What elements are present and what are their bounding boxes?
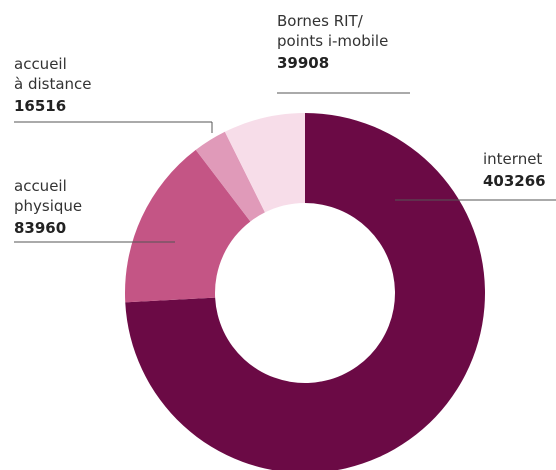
slice-label: accueil — [14, 55, 67, 73]
value-label: 39908 — [277, 54, 329, 72]
slice-label: Bornes RIT/ — [277, 12, 364, 30]
slice-label: points i-mobile — [277, 32, 388, 50]
slice-label: physique — [14, 197, 82, 215]
slice-label: accueil — [14, 177, 67, 195]
slice-label: internet — [483, 150, 542, 168]
value-label: 16516 — [14, 97, 66, 115]
value-label: 83960 — [14, 219, 66, 237]
value-label: 403266 — [483, 172, 546, 190]
donut-slice — [224, 113, 305, 213]
donut-slice — [125, 113, 485, 470]
slice-label: à distance — [14, 75, 92, 93]
donut-slice — [125, 149, 251, 303]
donut-slice — [195, 131, 265, 222]
